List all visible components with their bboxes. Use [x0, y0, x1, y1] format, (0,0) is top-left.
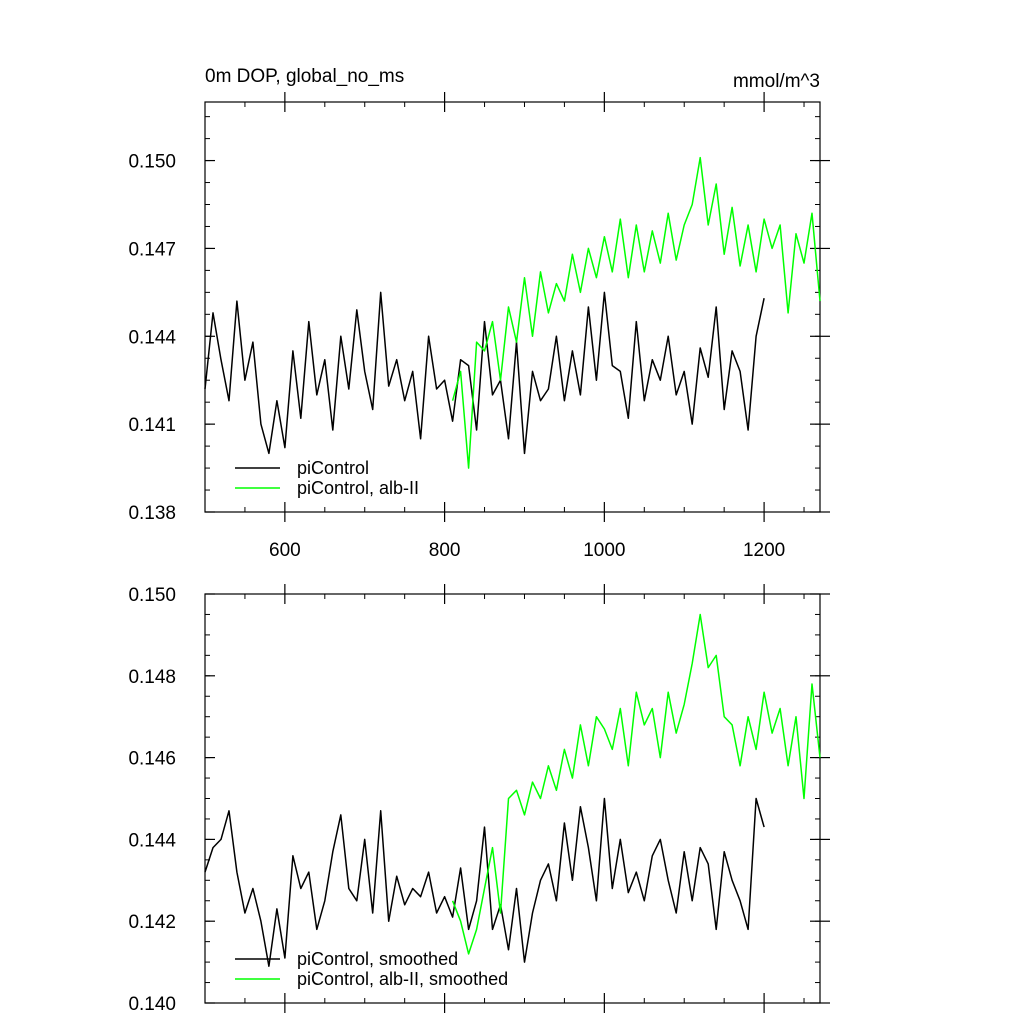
- y-tick-label: 0.144: [128, 830, 176, 851]
- y-tick-label: 0.141: [128, 415, 176, 436]
- x-tick-label: 1200: [743, 540, 785, 561]
- legend-label: piControl, alb-II, smoothed: [297, 969, 508, 989]
- plot-frame: [204, 593, 821, 1004]
- legend-label: piControl, alb-II: [297, 478, 419, 498]
- x-tick-label: 600: [269, 540, 301, 561]
- series-line-alb-ii: [451, 613, 821, 955]
- y-tick-label: 0.140: [128, 994, 176, 1015]
- y-tick-label: 0.146: [128, 749, 176, 770]
- series-line-picontrol: [204, 291, 765, 455]
- y-tick-label: 0.148: [128, 667, 176, 688]
- top-panel: 600 800 1000 1200 0.138 0.141 0.144 0.147 0.150 p…: [128, 92, 830, 561]
- y-tick-label: 0.142: [128, 912, 176, 933]
- y-tick-label: 0.138: [128, 503, 176, 524]
- legend-label: piControl: [297, 458, 369, 478]
- legend-label: piControl, smoothed: [297, 949, 458, 969]
- series-line-picontrol: [204, 797, 765, 967]
- figure-title: 0m DOP, global_no_ms: [205, 66, 404, 87]
- figure-units: mmol/m^3: [733, 71, 820, 92]
- y-tick-label: 0.147: [128, 239, 176, 260]
- series-line-alb-ii: [451, 156, 821, 469]
- y-tick-label: 0.150: [128, 152, 176, 173]
- x-tick-label: 800: [429, 540, 461, 561]
- x-tick-label: 1000: [583, 540, 625, 561]
- y-tick-label: 0.144: [128, 327, 176, 348]
- y-tick-label: 0.150: [128, 585, 176, 606]
- plot-frame: [204, 101, 821, 513]
- bottom-panel: 0.140 0.142 0.144 0.146 0.148 0.150 piControl,…: [128, 584, 830, 1015]
